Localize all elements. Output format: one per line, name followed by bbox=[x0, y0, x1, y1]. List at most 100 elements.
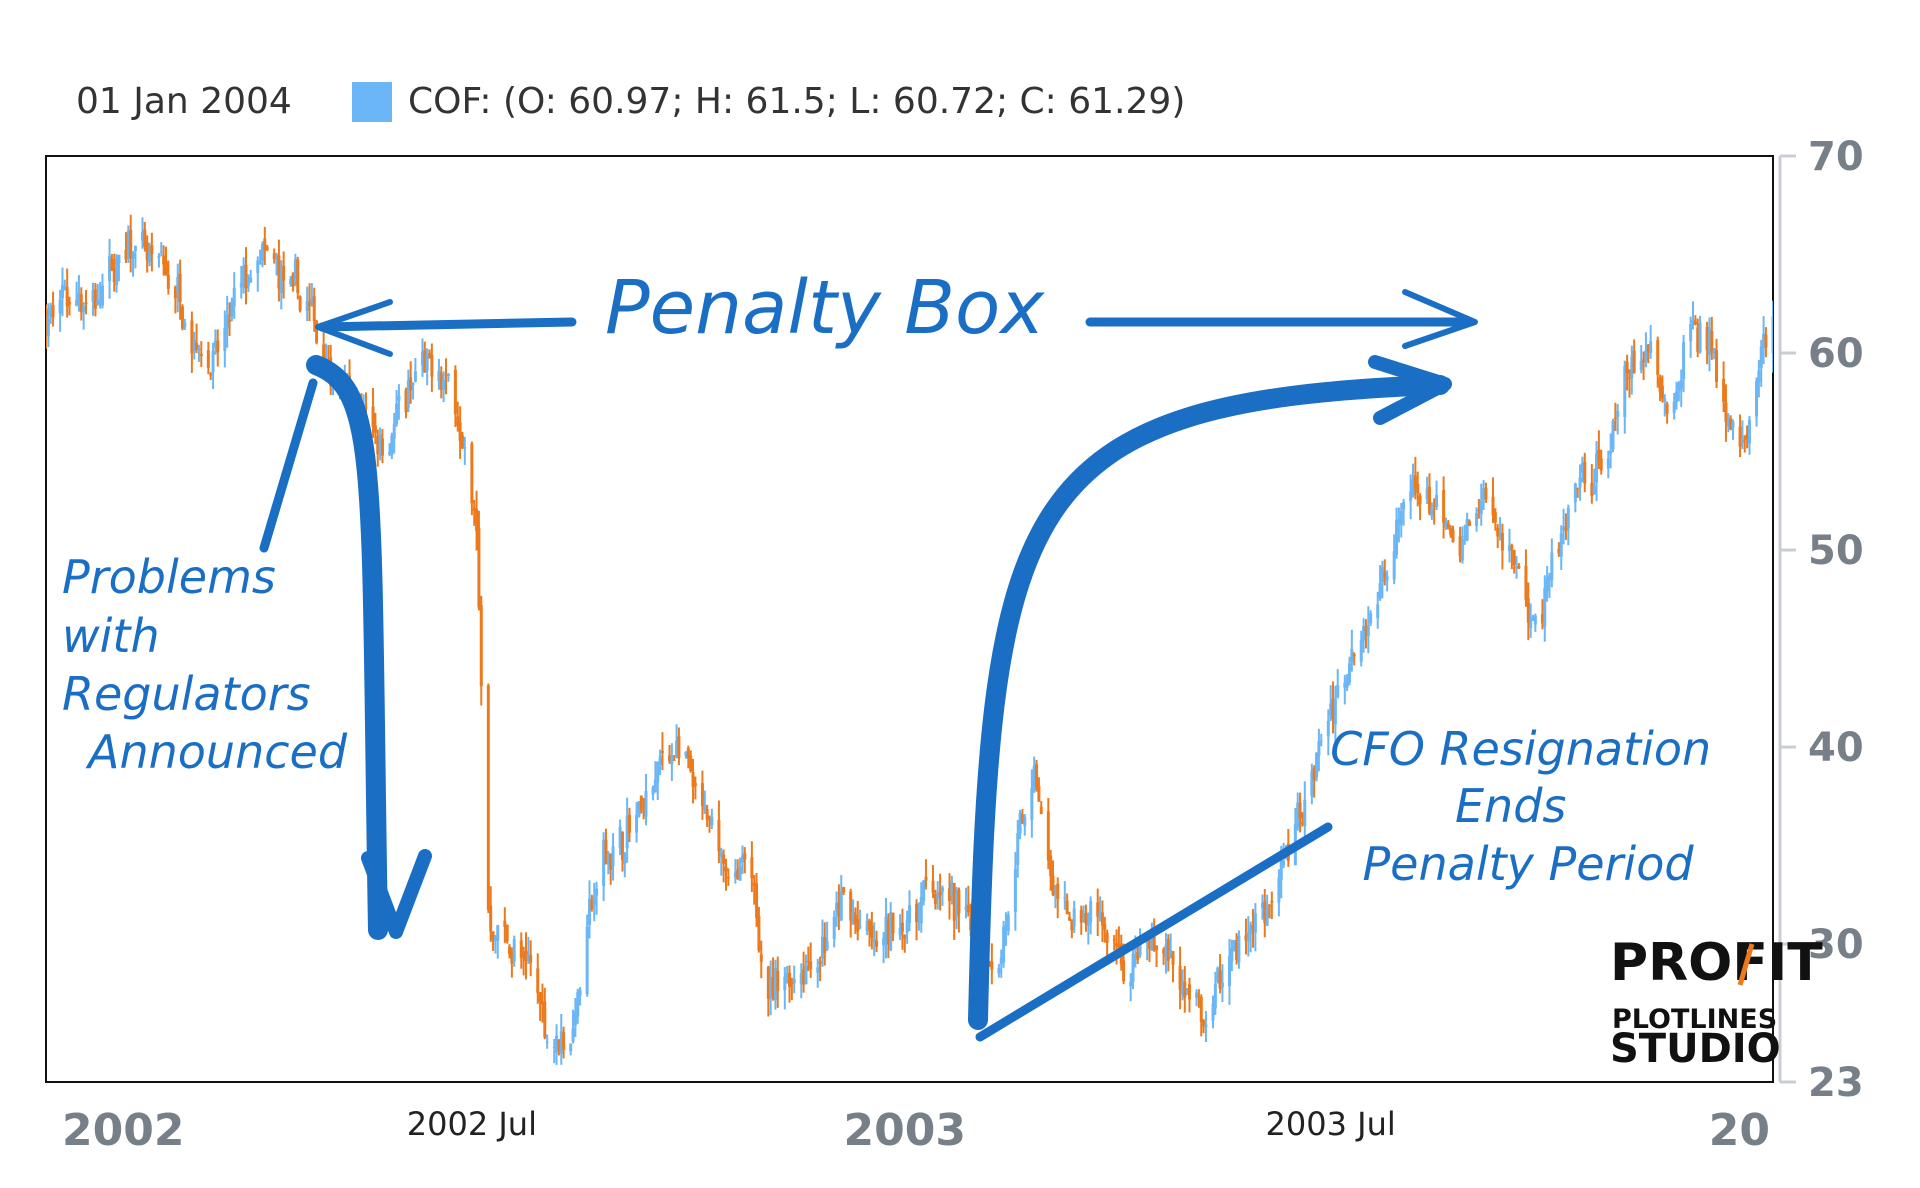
candle-body bbox=[519, 940, 523, 958]
candle-body bbox=[1002, 926, 1006, 963]
recovery-arrow bbox=[968, 375, 1450, 1030]
candle-body bbox=[1432, 505, 1436, 507]
candle-body bbox=[1409, 491, 1413, 502]
candle-body bbox=[395, 403, 399, 425]
candle-body bbox=[230, 301, 234, 317]
candle-body bbox=[1115, 943, 1119, 947]
candle-body bbox=[571, 1028, 575, 1042]
candle-body bbox=[1646, 344, 1650, 352]
candle-body bbox=[1232, 940, 1236, 949]
candle-body bbox=[576, 991, 580, 1017]
candle-body bbox=[733, 872, 737, 877]
candle-body bbox=[825, 940, 829, 950]
candle-body bbox=[1679, 380, 1683, 389]
candle-body bbox=[1705, 327, 1709, 350]
candle-body bbox=[1606, 458, 1610, 469]
candle-body bbox=[1345, 676, 1349, 688]
candle-body bbox=[477, 528, 481, 608]
candle-body bbox=[625, 816, 629, 849]
candle-body bbox=[849, 891, 853, 921]
candle-body bbox=[1411, 479, 1415, 496]
candle-body bbox=[1251, 924, 1255, 930]
candle-body bbox=[1395, 519, 1399, 555]
candle-body bbox=[1199, 996, 1203, 1022]
candle-body bbox=[578, 990, 582, 996]
candle-body bbox=[223, 327, 227, 351]
candle-body bbox=[1430, 508, 1434, 517]
candle-body bbox=[117, 254, 121, 264]
candle-body bbox=[618, 826, 622, 848]
candle-body bbox=[143, 229, 147, 247]
candle-body bbox=[705, 809, 709, 820]
candle-body bbox=[1418, 495, 1422, 505]
candle-body bbox=[1435, 495, 1439, 507]
candle-body bbox=[289, 279, 293, 285]
candle-body bbox=[1467, 521, 1471, 527]
candle-body bbox=[950, 882, 954, 897]
candle-body bbox=[804, 965, 808, 985]
candle-body bbox=[1595, 453, 1599, 483]
logo-line-3: STUDIO bbox=[1610, 1026, 1781, 1072]
candle-body bbox=[839, 891, 843, 920]
candle-body bbox=[689, 755, 693, 772]
candle-body bbox=[1611, 420, 1615, 450]
candle-body bbox=[1623, 365, 1627, 417]
candle-body bbox=[1035, 764, 1039, 787]
y-tick-label: 60 bbox=[1808, 331, 1864, 377]
candle-body bbox=[1564, 526, 1568, 531]
candle-body bbox=[68, 302, 72, 305]
candle-body bbox=[1451, 529, 1455, 543]
candle-body bbox=[884, 916, 888, 942]
annotation-problems-line-2: with bbox=[62, 609, 160, 663]
candle-body bbox=[538, 992, 542, 1003]
candle-body bbox=[792, 978, 796, 984]
candle-body bbox=[195, 342, 199, 351]
candle-body bbox=[428, 353, 432, 355]
candle-body bbox=[1550, 552, 1554, 580]
candle-body bbox=[783, 976, 787, 991]
y-axis: 70 60 50 40 30 23 bbox=[1780, 134, 1864, 1106]
candle-body bbox=[1665, 404, 1669, 414]
candle-body bbox=[1479, 500, 1483, 514]
candle-body bbox=[442, 379, 446, 390]
candle-body bbox=[176, 277, 180, 294]
candle-body bbox=[686, 747, 690, 759]
candle-body bbox=[1658, 377, 1662, 392]
candle-body bbox=[1310, 770, 1314, 796]
candle-body bbox=[1164, 945, 1168, 957]
candle-body bbox=[162, 255, 166, 265]
candle-body bbox=[1689, 323, 1693, 342]
candle-body bbox=[536, 968, 540, 993]
candle-body bbox=[1303, 799, 1307, 826]
candle-body bbox=[832, 916, 836, 939]
candle-body bbox=[1171, 951, 1175, 965]
candle-body bbox=[49, 307, 53, 317]
candle-body bbox=[1515, 566, 1519, 569]
candle-body bbox=[933, 893, 937, 905]
candle-body bbox=[1427, 486, 1431, 514]
candle-body bbox=[60, 285, 64, 299]
candle-body bbox=[282, 265, 286, 281]
candle-body bbox=[1380, 567, 1384, 583]
plunge-arrow bbox=[306, 355, 388, 940]
candle-body bbox=[637, 801, 641, 817]
candle-body bbox=[1082, 917, 1086, 920]
candle-body bbox=[1547, 576, 1551, 581]
candle-body bbox=[1347, 663, 1351, 683]
candle-body bbox=[717, 819, 721, 852]
candle-body bbox=[1446, 523, 1450, 529]
legend-date: 01 Jan 2004 bbox=[76, 81, 292, 122]
candle-body bbox=[1016, 833, 1020, 866]
candle-body bbox=[1726, 421, 1730, 427]
candle-body bbox=[98, 301, 102, 305]
annotation-problems-line-4: Announced bbox=[85, 725, 348, 779]
candle-body bbox=[1063, 897, 1067, 899]
candle-body bbox=[1112, 939, 1116, 941]
candle-body bbox=[1049, 855, 1053, 877]
candle-body bbox=[265, 246, 269, 251]
candle-body bbox=[1475, 513, 1479, 526]
candle-body bbox=[635, 814, 639, 833]
candle-body bbox=[1072, 908, 1076, 927]
candle-body bbox=[966, 904, 970, 913]
candle-body bbox=[1507, 545, 1511, 552]
